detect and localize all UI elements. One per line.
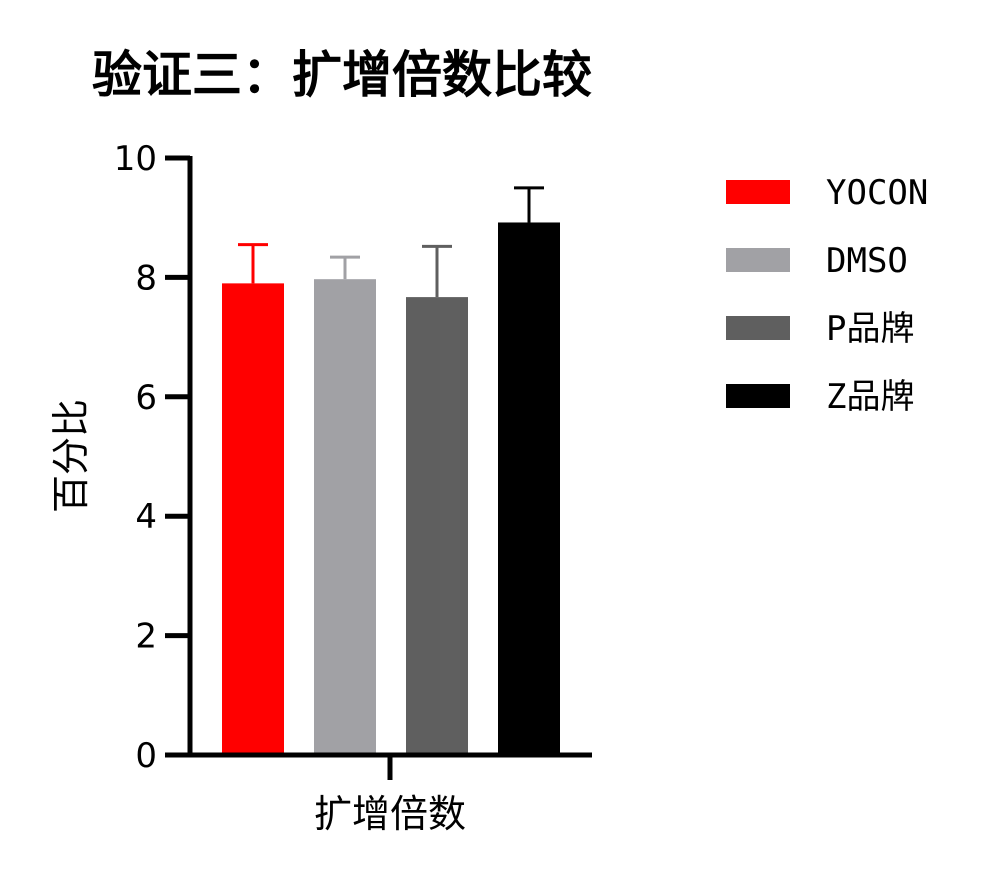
bars-group — [222, 222, 560, 755]
legend-label-4: Z品牌 — [826, 377, 914, 417]
legend-label-1: YOCON — [826, 173, 928, 213]
y-tick-label: 6 — [135, 378, 157, 418]
y-tick-label: 4 — [135, 497, 157, 537]
legend-swatch-3 — [726, 316, 790, 340]
y-tick-label: 10 — [114, 139, 157, 179]
legend-swatch-1 — [726, 180, 790, 204]
legend-label-3: P品牌 — [826, 309, 914, 349]
bar-1 — [222, 283, 284, 755]
y-tick-label: 2 — [135, 617, 157, 657]
chart-title: 验证三：扩增倍数比较 — [92, 46, 592, 104]
x-axis-label: 扩增倍数 — [314, 792, 466, 836]
bar-2 — [314, 279, 376, 755]
bar-4 — [498, 222, 560, 755]
legend-swatch-4 — [726, 384, 790, 408]
legend: YOCON DMSO P品牌 Z品牌 — [726, 173, 928, 417]
y-tick-label: 8 — [135, 258, 157, 298]
bar-3 — [406, 297, 468, 755]
y-axis-label: 百分比 — [49, 399, 93, 513]
legend-label-2: DMSO — [826, 241, 908, 281]
legend-swatch-2 — [726, 248, 790, 272]
y-tick-label: 0 — [135, 736, 157, 776]
error-bars-group — [238, 186, 544, 298]
y-ticks-group: 0 2 4 6 8 10 — [114, 139, 190, 776]
